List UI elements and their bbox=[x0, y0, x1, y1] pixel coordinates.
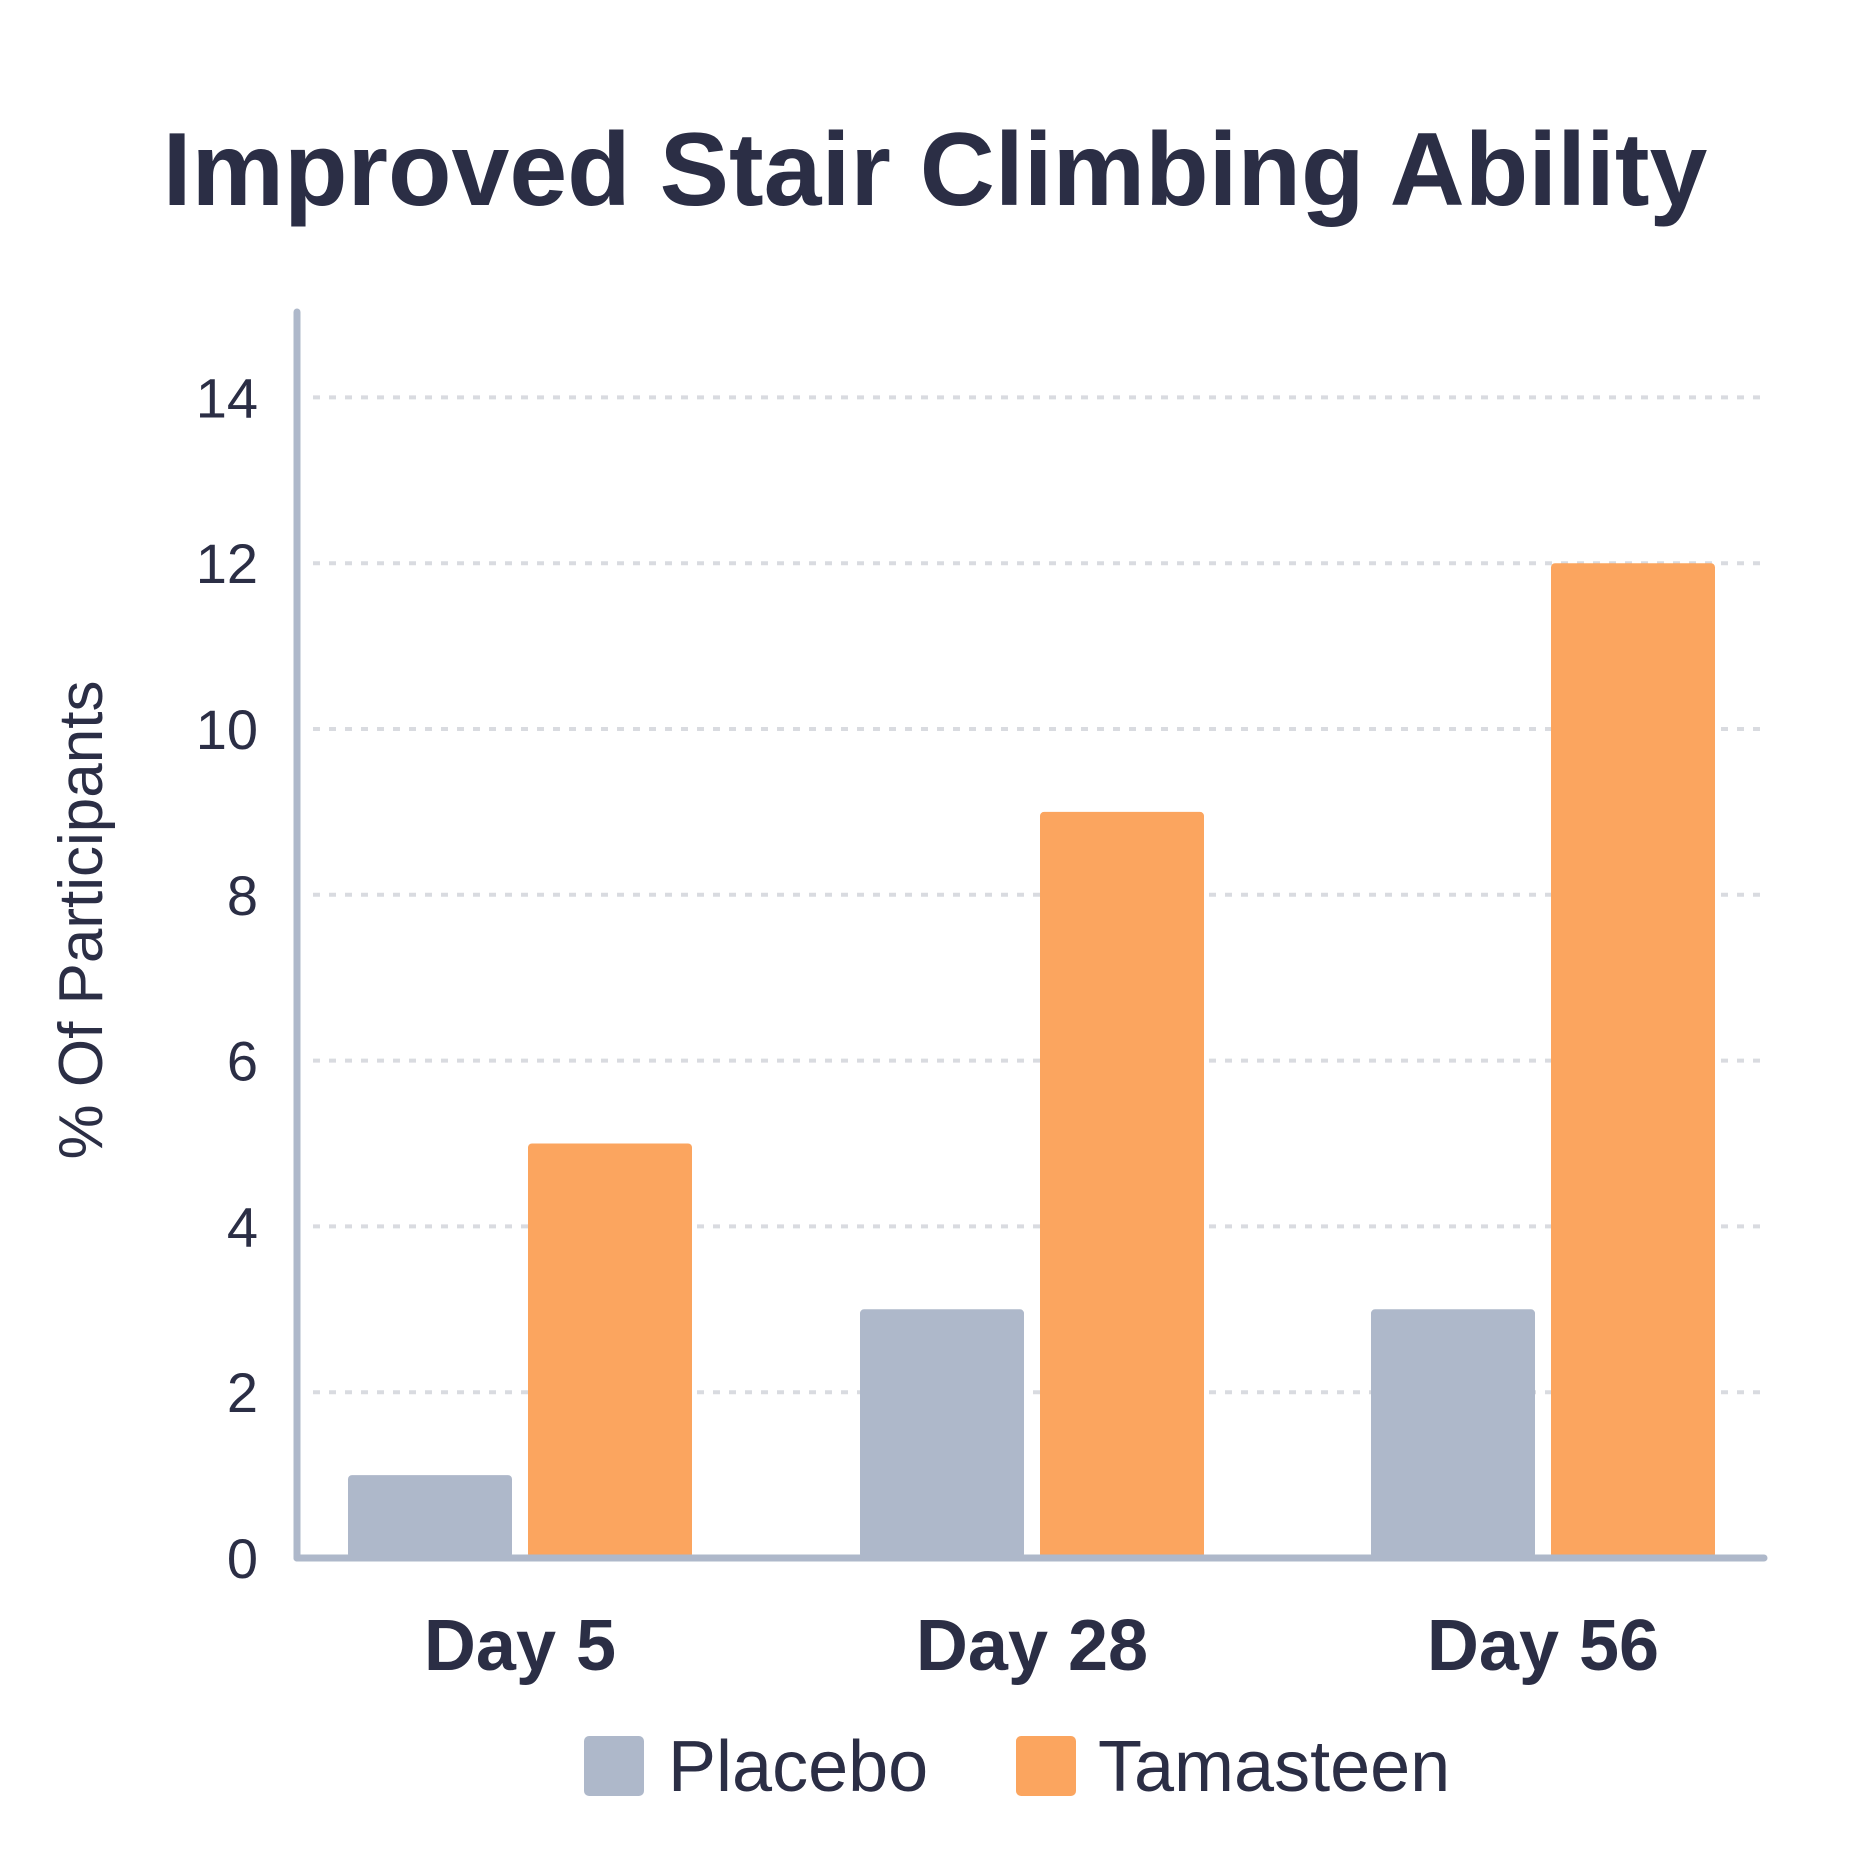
bar-tamasteen-day-5 bbox=[528, 1143, 692, 1558]
y-axis-label: % Of Participants bbox=[47, 681, 116, 1160]
y-tick-label: 0 bbox=[227, 1527, 258, 1590]
y-tick-label: 12 bbox=[196, 532, 258, 595]
x-tick-label: Day 28 bbox=[916, 1606, 1148, 1686]
x-axis-ticks: Day 5 Day 28 Day 56 bbox=[424, 1606, 1659, 1686]
legend-label: Placebo bbox=[668, 1727, 928, 1807]
bar-tamasteen-day-28 bbox=[1040, 811, 1204, 1558]
y-tick-label: 4 bbox=[227, 1195, 258, 1258]
legend-swatch bbox=[584, 1736, 644, 1796]
chart-title: Improved Stair Climbing Ability bbox=[163, 112, 1708, 228]
legend-label: Tamasteen bbox=[1098, 1727, 1450, 1807]
bars bbox=[348, 563, 1715, 1558]
legend: Placebo Tamasteen bbox=[584, 1727, 1450, 1807]
bar-placebo-day-5 bbox=[348, 1475, 512, 1558]
y-tick-label: 6 bbox=[227, 1030, 258, 1093]
y-tick-label: 8 bbox=[227, 864, 258, 927]
y-axis-ticks: 0 2 4 6 8 10 12 14 bbox=[196, 366, 258, 1590]
y-tick-label: 2 bbox=[227, 1361, 258, 1424]
y-tick-label: 10 bbox=[196, 698, 258, 761]
legend-swatch bbox=[1016, 1736, 1076, 1796]
legend-item-tamasteen: Tamasteen bbox=[1016, 1727, 1450, 1807]
x-tick-label: Day 56 bbox=[1427, 1606, 1659, 1686]
y-tick-label: 14 bbox=[196, 366, 258, 429]
bar-tamasteen-day-56 bbox=[1551, 563, 1715, 1558]
bar-placebo-day-56 bbox=[1371, 1309, 1535, 1558]
bar-placebo-day-28 bbox=[860, 1309, 1024, 1558]
x-tick-label: Day 5 bbox=[424, 1606, 616, 1686]
legend-item-placebo: Placebo bbox=[584, 1727, 928, 1807]
